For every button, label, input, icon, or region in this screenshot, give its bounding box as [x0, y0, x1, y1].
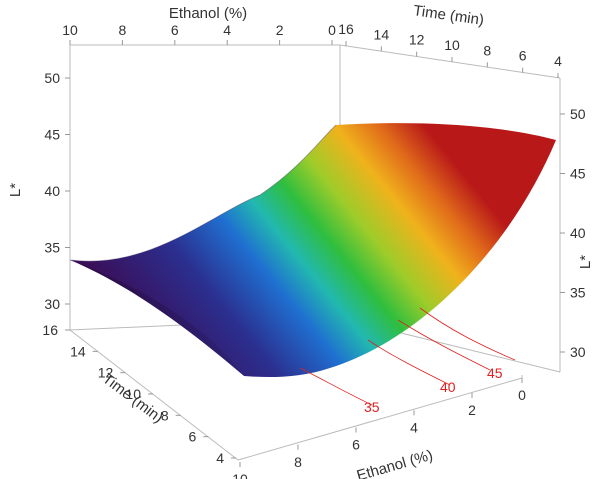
front-time-tick-label: 14	[70, 343, 86, 359]
top-time-tick-label: 10	[444, 37, 460, 53]
front-time-tick-label: 12	[98, 365, 114, 381]
top-ethanol-tick-label: 0	[328, 22, 336, 38]
response-surface	[69, 123, 556, 378]
top-time-tick-label: 12	[409, 32, 425, 48]
right-l-axis-title: L*	[577, 255, 594, 269]
contour-line-40	[367, 339, 451, 386]
floor-left-front	[69, 329, 239, 461]
top-time-tick-label: 16	[338, 21, 354, 37]
front-time-tick-label: 16	[42, 322, 58, 338]
top-ethanol-tick-label: 6	[171, 22, 179, 38]
left-l-tick-label: 40	[44, 183, 60, 199]
top-time-axis-title: Time (min)	[412, 2, 485, 29]
contour-label-40: 40	[440, 379, 456, 395]
right-l-tick-label: 35	[570, 285, 586, 301]
top-ethanol-tick-label: 10	[62, 22, 78, 38]
front-time-tick-label: 6	[189, 429, 197, 445]
front-ethanol-tick-label: 4	[410, 419, 418, 435]
right-l-tick-label: 40	[570, 225, 586, 241]
top-ethanol-tick-label: 2	[276, 22, 284, 38]
front-ethanol-axis-title: Ethanol (%)	[355, 447, 435, 479]
left-l-tick-label: 30	[44, 296, 60, 312]
contour-label-45: 45	[487, 365, 503, 381]
front-time-tick-label: 8	[161, 407, 169, 423]
top-ethanol-tick-label: 4	[223, 22, 231, 38]
front-ethanol-tick-label: 2	[468, 402, 476, 418]
right-l-tick-label: 50	[570, 106, 586, 122]
left-l-tick-label: 45	[44, 127, 60, 143]
top-time-tick-label: 4	[554, 53, 562, 69]
contour-line-45b	[419, 307, 516, 361]
top-ethanol-axis-title: Ethanol (%)	[169, 5, 247, 22]
top-time-tick-label: 6	[519, 48, 527, 64]
front-ethanol-tick-label: 8	[294, 454, 302, 470]
left-l-axis-title: L*	[7, 183, 24, 197]
floor-front-right	[237, 377, 523, 461]
contour-label-35: 35	[364, 399, 380, 415]
left-l-tick-label: 50	[44, 70, 60, 86]
contour-labels: 35 40 45	[364, 365, 503, 415]
front-time-tick-label: 10	[125, 386, 141, 402]
axis-ticks: 10 8 6 4 2 0 16 14 12 10 8 6 43035404550303540455016…	[42, 21, 585, 479]
floor-contours	[299, 307, 516, 406]
contour-line-45	[397, 319, 491, 371]
right-l-tick-label: 45	[570, 166, 586, 182]
top-ethanol-tick-label: 8	[119, 22, 127, 38]
right-l-tick-label: 30	[570, 344, 586, 360]
front-ethanol-tick-label: 10	[232, 471, 248, 479]
axis-box	[69, 44, 561, 461]
front-right-tick-label: 0	[518, 387, 526, 403]
top-time-tick-label: 14	[374, 26, 390, 42]
surface-left-edge	[69, 124, 337, 262]
contour-line-35	[299, 367, 373, 406]
top-time-tick-label: 8	[483, 42, 491, 58]
surface-patch	[70, 123, 556, 378]
box-top-right-edge	[339, 44, 561, 79]
front-time-tick-label: 4	[216, 450, 224, 466]
front-ethanol-tick-label: 6	[352, 437, 360, 453]
left-l-tick-label: 35	[44, 240, 60, 256]
